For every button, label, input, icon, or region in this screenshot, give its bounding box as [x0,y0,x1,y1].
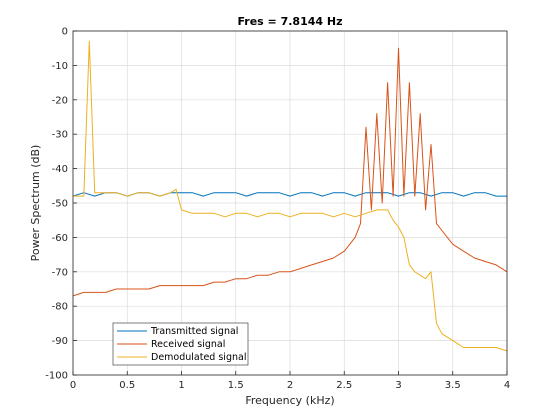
ticks: 0 0.5 1 1.5 2 2.5 3 3.5 4 0 -10 -20 -30 -40 -50 -60 -70 -… [45,27,510,392]
y-tick-label: -10 [52,61,68,72]
grid [72,30,508,376]
chart-title: Fres = 7.8144 Hz [237,15,342,28]
series-layer [72,40,508,352]
x-tick-label: 3.5 [445,380,461,391]
x-tick-label: 3 [395,380,401,391]
y-tick-label: -40 [52,164,68,175]
y-tick-label: 0 [62,27,68,38]
x-tick-label: 0 [70,380,76,391]
x-tick-label: 2 [287,380,293,391]
x-tick-label: 1.5 [228,380,244,391]
y-tick-label: -90 [52,336,68,347]
y-tick-label: -20 [52,95,68,106]
legend-label-transmitted: Transmitted signal [150,326,238,337]
y-tick-label: -80 [52,302,68,313]
x-tick-label: 2.5 [336,380,352,391]
legend-label-received: Received signal [151,339,225,350]
y-tick-label: -60 [52,233,68,244]
x-axis-label: Frequency (kHz) [245,394,334,407]
legend-label-demodulated: Demodulated signal [151,352,246,363]
x-tick-label: 0.5 [119,380,135,391]
x-tick-label: 1 [178,380,184,391]
y-axis-label: Power Spectrum (dB) [29,145,42,262]
series-line-received [72,47,508,297]
legend: Transmitted signal Received signal Demod… [112,322,249,366]
x-tick-label: 4 [504,380,510,391]
y-tick-label: -70 [52,267,68,278]
y-tick-label: -50 [52,199,68,210]
y-tick-label: -30 [52,130,68,141]
series-line-demodulated [73,40,508,352]
y-tick-label: -100 [45,371,68,382]
